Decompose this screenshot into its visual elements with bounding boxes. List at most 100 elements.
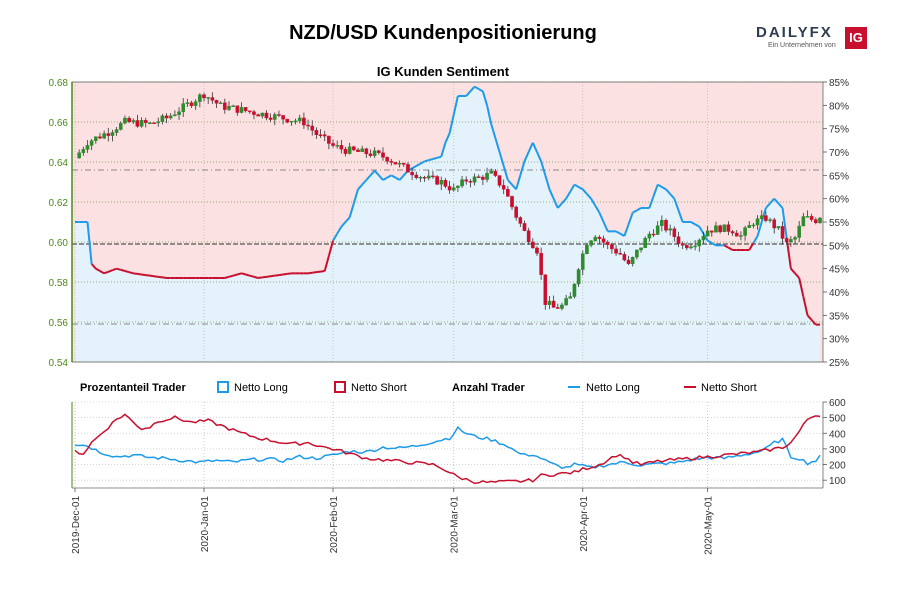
candle-body — [589, 240, 593, 246]
sentiment-line-segment — [790, 268, 796, 274]
sentiment-line-segment — [527, 142, 534, 153]
sentiment-line-segment — [158, 275, 163, 279]
sentiment-line-segment — [440, 142, 447, 157]
candle-body — [734, 232, 739, 237]
sentiment-line-segment — [752, 235, 759, 244]
sentiment-line-segment — [531, 142, 538, 153]
sentiment-line-segment — [112, 267, 117, 272]
candle-body — [481, 176, 485, 180]
sentiment-line-segment — [465, 90, 472, 97]
candle-body — [626, 259, 631, 264]
long-sentiment-area — [75, 86, 820, 362]
count-tick-label: 200 — [829, 461, 846, 472]
candle-body — [743, 227, 747, 236]
candle-body — [127, 117, 131, 123]
candle-body — [722, 224, 727, 233]
sentiment-line-segment — [561, 198, 567, 204]
candle-body — [468, 181, 473, 183]
candle-body — [385, 157, 389, 162]
sentiment-line-segment — [274, 274, 280, 277]
candle-body — [664, 220, 668, 231]
candle-body — [451, 187, 456, 191]
candle-body — [585, 245, 589, 254]
candle-body — [789, 239, 793, 243]
sentiment-line-segment — [677, 209, 684, 223]
candle-body — [818, 217, 822, 224]
sentiment-line-segment — [90, 263, 97, 270]
sentiment-line-segment — [627, 212, 634, 225]
candle-body — [801, 216, 806, 227]
date-tick-label: 2019-Dec-01 — [71, 496, 82, 554]
candle-body — [347, 146, 352, 154]
sentiment-line-segment — [245, 273, 251, 277]
pct-tick-label: 30% — [829, 335, 849, 346]
sentiment-line-segment — [340, 221, 347, 228]
sentiment-line-segment — [474, 85, 480, 90]
candle-body — [268, 117, 273, 120]
sentiment-line-segment — [398, 174, 405, 181]
sentiment-line-segment — [344, 216, 351, 223]
sentiment-line-segment — [702, 233, 709, 242]
candle-body — [123, 117, 127, 124]
sentiment-line-segment — [452, 95, 459, 115]
pct-tick-label: 70% — [829, 148, 849, 159]
sentiment-line-segment — [806, 314, 813, 321]
sentiment-line-segment — [357, 184, 363, 190]
candle-body — [106, 133, 111, 136]
sentiment-line-segment — [723, 244, 729, 249]
candle-body — [739, 235, 743, 237]
candle-body — [243, 107, 248, 112]
candle-body — [797, 225, 801, 238]
candle-body — [335, 145, 340, 147]
candle-body — [464, 179, 469, 182]
candle-body — [360, 148, 364, 152]
logo-daily: DAILY — [756, 24, 810, 41]
sentiment-line-segment — [498, 151, 505, 167]
candle-body — [177, 111, 181, 115]
candle-body — [576, 269, 581, 285]
candle-body — [647, 233, 652, 239]
sentiment-line-segment — [103, 270, 109, 275]
sentiment-line-segment — [478, 88, 484, 93]
date-tick-label: 2020-May-01 — [704, 496, 715, 555]
sentiment-line-segment — [373, 170, 380, 176]
candle-body — [784, 238, 789, 243]
date-tick-label: 2020-Mar-01 — [450, 496, 461, 554]
date-tick-label: 2020-Feb-01 — [329, 496, 340, 554]
sentiment-line-segment — [615, 230, 621, 235]
sentiment-line-segment — [486, 105, 493, 125]
sentiment-line-segment — [515, 175, 522, 190]
candle-body — [223, 102, 227, 110]
price-tick-label: 0.56 — [49, 318, 69, 329]
candle-body — [460, 179, 464, 187]
candle-body — [94, 136, 98, 141]
pct-tick-label: 45% — [829, 265, 849, 276]
candle-body — [431, 175, 435, 178]
sentiment-line-segment — [502, 165, 509, 181]
candle-body — [705, 230, 710, 237]
candle-body — [680, 243, 685, 246]
candle-body — [210, 97, 215, 101]
candle-body — [506, 189, 510, 197]
candle-body — [422, 177, 427, 179]
pct-tick-label: 75% — [829, 125, 849, 136]
candle-body — [593, 236, 598, 242]
legend-pct-header: Prozentanteil Trader — [80, 382, 186, 394]
candle-body — [227, 106, 231, 110]
candle-body — [780, 226, 785, 239]
sentiment-panel: 0.54 0.56 0.58 0.60 0.62 0.64 0.66 0.68 25% 30% 35… — [49, 78, 850, 369]
candle-body — [98, 136, 102, 139]
dailyfx-logo[interactable]: DAILYFX Ein Unternehmen von IG — [756, 24, 872, 52]
sentiment-line-segment — [798, 277, 805, 297]
chart-title: NZD/USD Kundenpositionierung — [289, 22, 597, 44]
sentiment-line-segment — [785, 238, 792, 269]
sentiment-line-segment — [444, 132, 451, 144]
candle-body — [264, 112, 269, 119]
sentiment-line-segment — [95, 267, 101, 272]
candle-body — [426, 175, 431, 179]
candle-body — [697, 239, 702, 247]
candle-body — [85, 145, 90, 150]
sentiment-line-segment — [415, 162, 421, 167]
price-tick-label: 0.54 — [49, 358, 69, 369]
sentiment-line-segment — [323, 255, 330, 272]
